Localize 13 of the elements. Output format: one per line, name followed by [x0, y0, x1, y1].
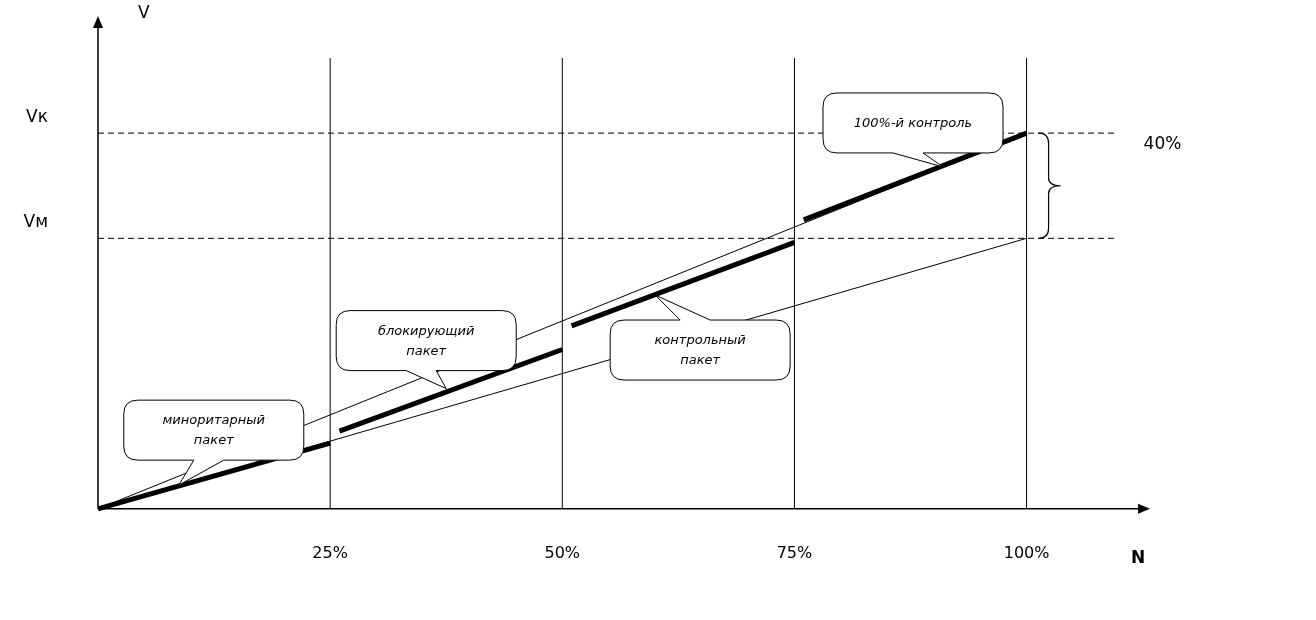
annotation: блокирующий пакет	[376, 321, 476, 360]
x-axis-title: N	[1130, 547, 1146, 568]
text: 40%	[1143, 132, 1182, 153]
ref-line-label: Vм	[23, 210, 48, 231]
x-tick-label: 100%	[1003, 542, 1050, 562]
x-tick-label: 75%	[776, 542, 813, 562]
annotation: 100%-й контроль	[853, 113, 973, 132]
annotation: контрольный пакет	[653, 331, 747, 370]
text: V	[138, 2, 150, 22]
annotation: миноритарный пакет	[161, 411, 266, 450]
x-tick-label: 50%	[544, 542, 581, 562]
x-tick-label: 25%	[312, 542, 348, 562]
ref-line-label: Vк	[26, 105, 48, 126]
